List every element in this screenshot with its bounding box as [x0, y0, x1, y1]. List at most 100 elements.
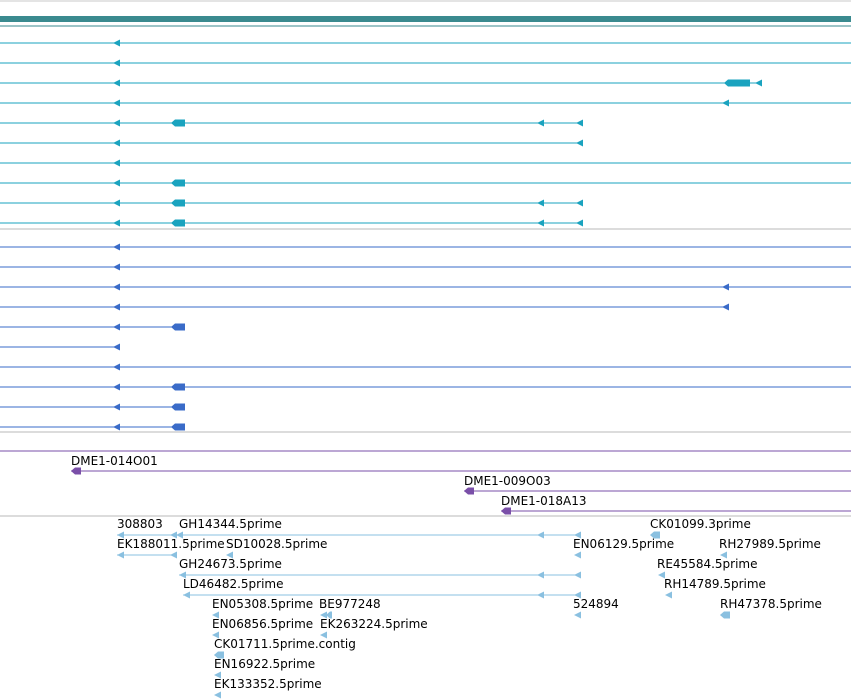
exon-arrow: [226, 551, 233, 559]
exon-arrow: [170, 531, 177, 539]
exon-arrow: [113, 99, 120, 107]
exon-arrow: [113, 139, 120, 147]
exon-arrow: [117, 531, 124, 539]
exon-arrow: [537, 219, 544, 227]
exon-block: [214, 651, 224, 659]
exon-block: [171, 179, 185, 187]
exon-block: [171, 219, 185, 227]
exon-block: [171, 383, 185, 391]
est-label[interactable]: GH14344.5prime: [179, 517, 282, 531]
exon-block: [720, 611, 730, 619]
exon-block: [724, 79, 750, 87]
assembly-label[interactable]: DME1-014O01: [71, 454, 158, 468]
exon-arrow: [576, 219, 583, 227]
exon-arrow: [212, 611, 219, 619]
est-label[interactable]: SD10028.5prime: [226, 537, 327, 551]
exon-arrow: [320, 631, 327, 639]
exon-arrow: [113, 283, 120, 291]
exon-arrow: [537, 119, 544, 127]
exon-block: [171, 403, 185, 411]
est-track: 308803 GH14344.5prime CK01099.3prime EK1…: [117, 517, 822, 699]
exon-arrow: [537, 591, 544, 599]
est-label[interactable]: EN16922.5prime: [214, 657, 315, 671]
exon-arrow: [113, 79, 120, 87]
est-label[interactable]: CK01099.3prime: [650, 517, 751, 531]
assembly-label[interactable]: DME1-009O03: [464, 474, 551, 488]
gene-model-track-blue: [0, 243, 851, 431]
est-label[interactable]: EK133352.5prime: [214, 677, 322, 691]
exon-arrow: [113, 323, 120, 331]
est-label[interactable]: RE45584.5prime: [657, 557, 758, 571]
exon-arrow: [722, 283, 729, 291]
exon-arrow: [576, 139, 583, 147]
exon-block: [501, 507, 511, 515]
exon-arrow: [720, 551, 727, 559]
exon-arrow: [574, 571, 581, 579]
exon-arrow: [574, 591, 581, 599]
est-label[interactable]: BE977248: [319, 597, 381, 611]
exon-arrow: [117, 551, 124, 559]
exon-arrow: [665, 591, 672, 599]
est-label[interactable]: EN06856.5prime: [212, 617, 313, 631]
exon-arrow: [537, 199, 544, 207]
exon-arrow: [214, 671, 221, 679]
exon-arrow: [176, 531, 183, 539]
exon-arrow: [113, 363, 120, 371]
est-label[interactable]: 308803: [117, 517, 163, 531]
exon-arrow: [320, 611, 327, 619]
exon-arrow: [113, 59, 120, 67]
exon-arrow: [170, 551, 177, 559]
exon-arrow: [722, 99, 729, 107]
est-label[interactable]: RH14789.5prime: [664, 577, 766, 591]
exon-arrow: [537, 571, 544, 579]
exon-arrow: [113, 39, 120, 47]
exon-block: [171, 323, 185, 331]
exon-arrow: [574, 531, 581, 539]
exon-arrow: [113, 423, 120, 431]
exon-arrow: [113, 243, 120, 251]
assembly-track: DME1-014O01 DME1-009O03 DME1-018A13: [71, 454, 851, 515]
exon-arrow: [113, 343, 120, 351]
est-label[interactable]: EN06129.5prime: [573, 537, 674, 551]
exon-arrow: [113, 179, 120, 187]
exon-arrow: [113, 159, 120, 167]
assembly-label[interactable]: DME1-018A13: [501, 494, 587, 508]
est-label[interactable]: EN05308.5prime: [212, 597, 313, 611]
exon-arrow: [658, 571, 665, 579]
exon-arrow: [537, 531, 544, 539]
exon-block: [326, 611, 332, 619]
exon-arrow: [755, 79, 762, 87]
exon-arrow: [212, 631, 219, 639]
exon-arrow: [113, 199, 120, 207]
exon-arrow: [574, 551, 581, 559]
scale-bar: [0, 16, 851, 22]
exon-block: [650, 531, 660, 539]
gene-model-track-teal: [0, 39, 851, 227]
est-label[interactable]: EK188011.5prime: [117, 537, 225, 551]
est-label[interactable]: RH27989.5prime: [719, 537, 821, 551]
exon-block: [171, 119, 185, 127]
exon-arrow: [574, 611, 581, 619]
exon-arrow: [113, 403, 120, 411]
exon-block: [71, 467, 81, 475]
est-label[interactable]: GH24673.5prime: [179, 557, 282, 571]
exon-arrow: [113, 383, 120, 391]
exon-block: [464, 487, 474, 495]
est-label[interactable]: CK01711.5prime.contig: [214, 637, 356, 651]
exon-arrow: [214, 691, 221, 699]
exon-arrow: [576, 119, 583, 127]
est-label[interactable]: EK263224.5prime: [320, 617, 428, 631]
exon-arrow: [113, 303, 120, 311]
exon-arrow: [113, 219, 120, 227]
exon-arrow: [113, 263, 120, 271]
exon-block: [171, 423, 185, 431]
est-label[interactable]: RH47378.5prime: [720, 597, 822, 611]
exon-arrow: [183, 591, 190, 599]
exon-arrow: [576, 199, 583, 207]
exon-block: [171, 199, 185, 207]
est-label[interactable]: 524894: [573, 597, 619, 611]
exon-arrow: [722, 303, 729, 311]
est-label[interactable]: LD46482.5prime: [183, 577, 284, 591]
exon-arrow: [179, 571, 186, 579]
